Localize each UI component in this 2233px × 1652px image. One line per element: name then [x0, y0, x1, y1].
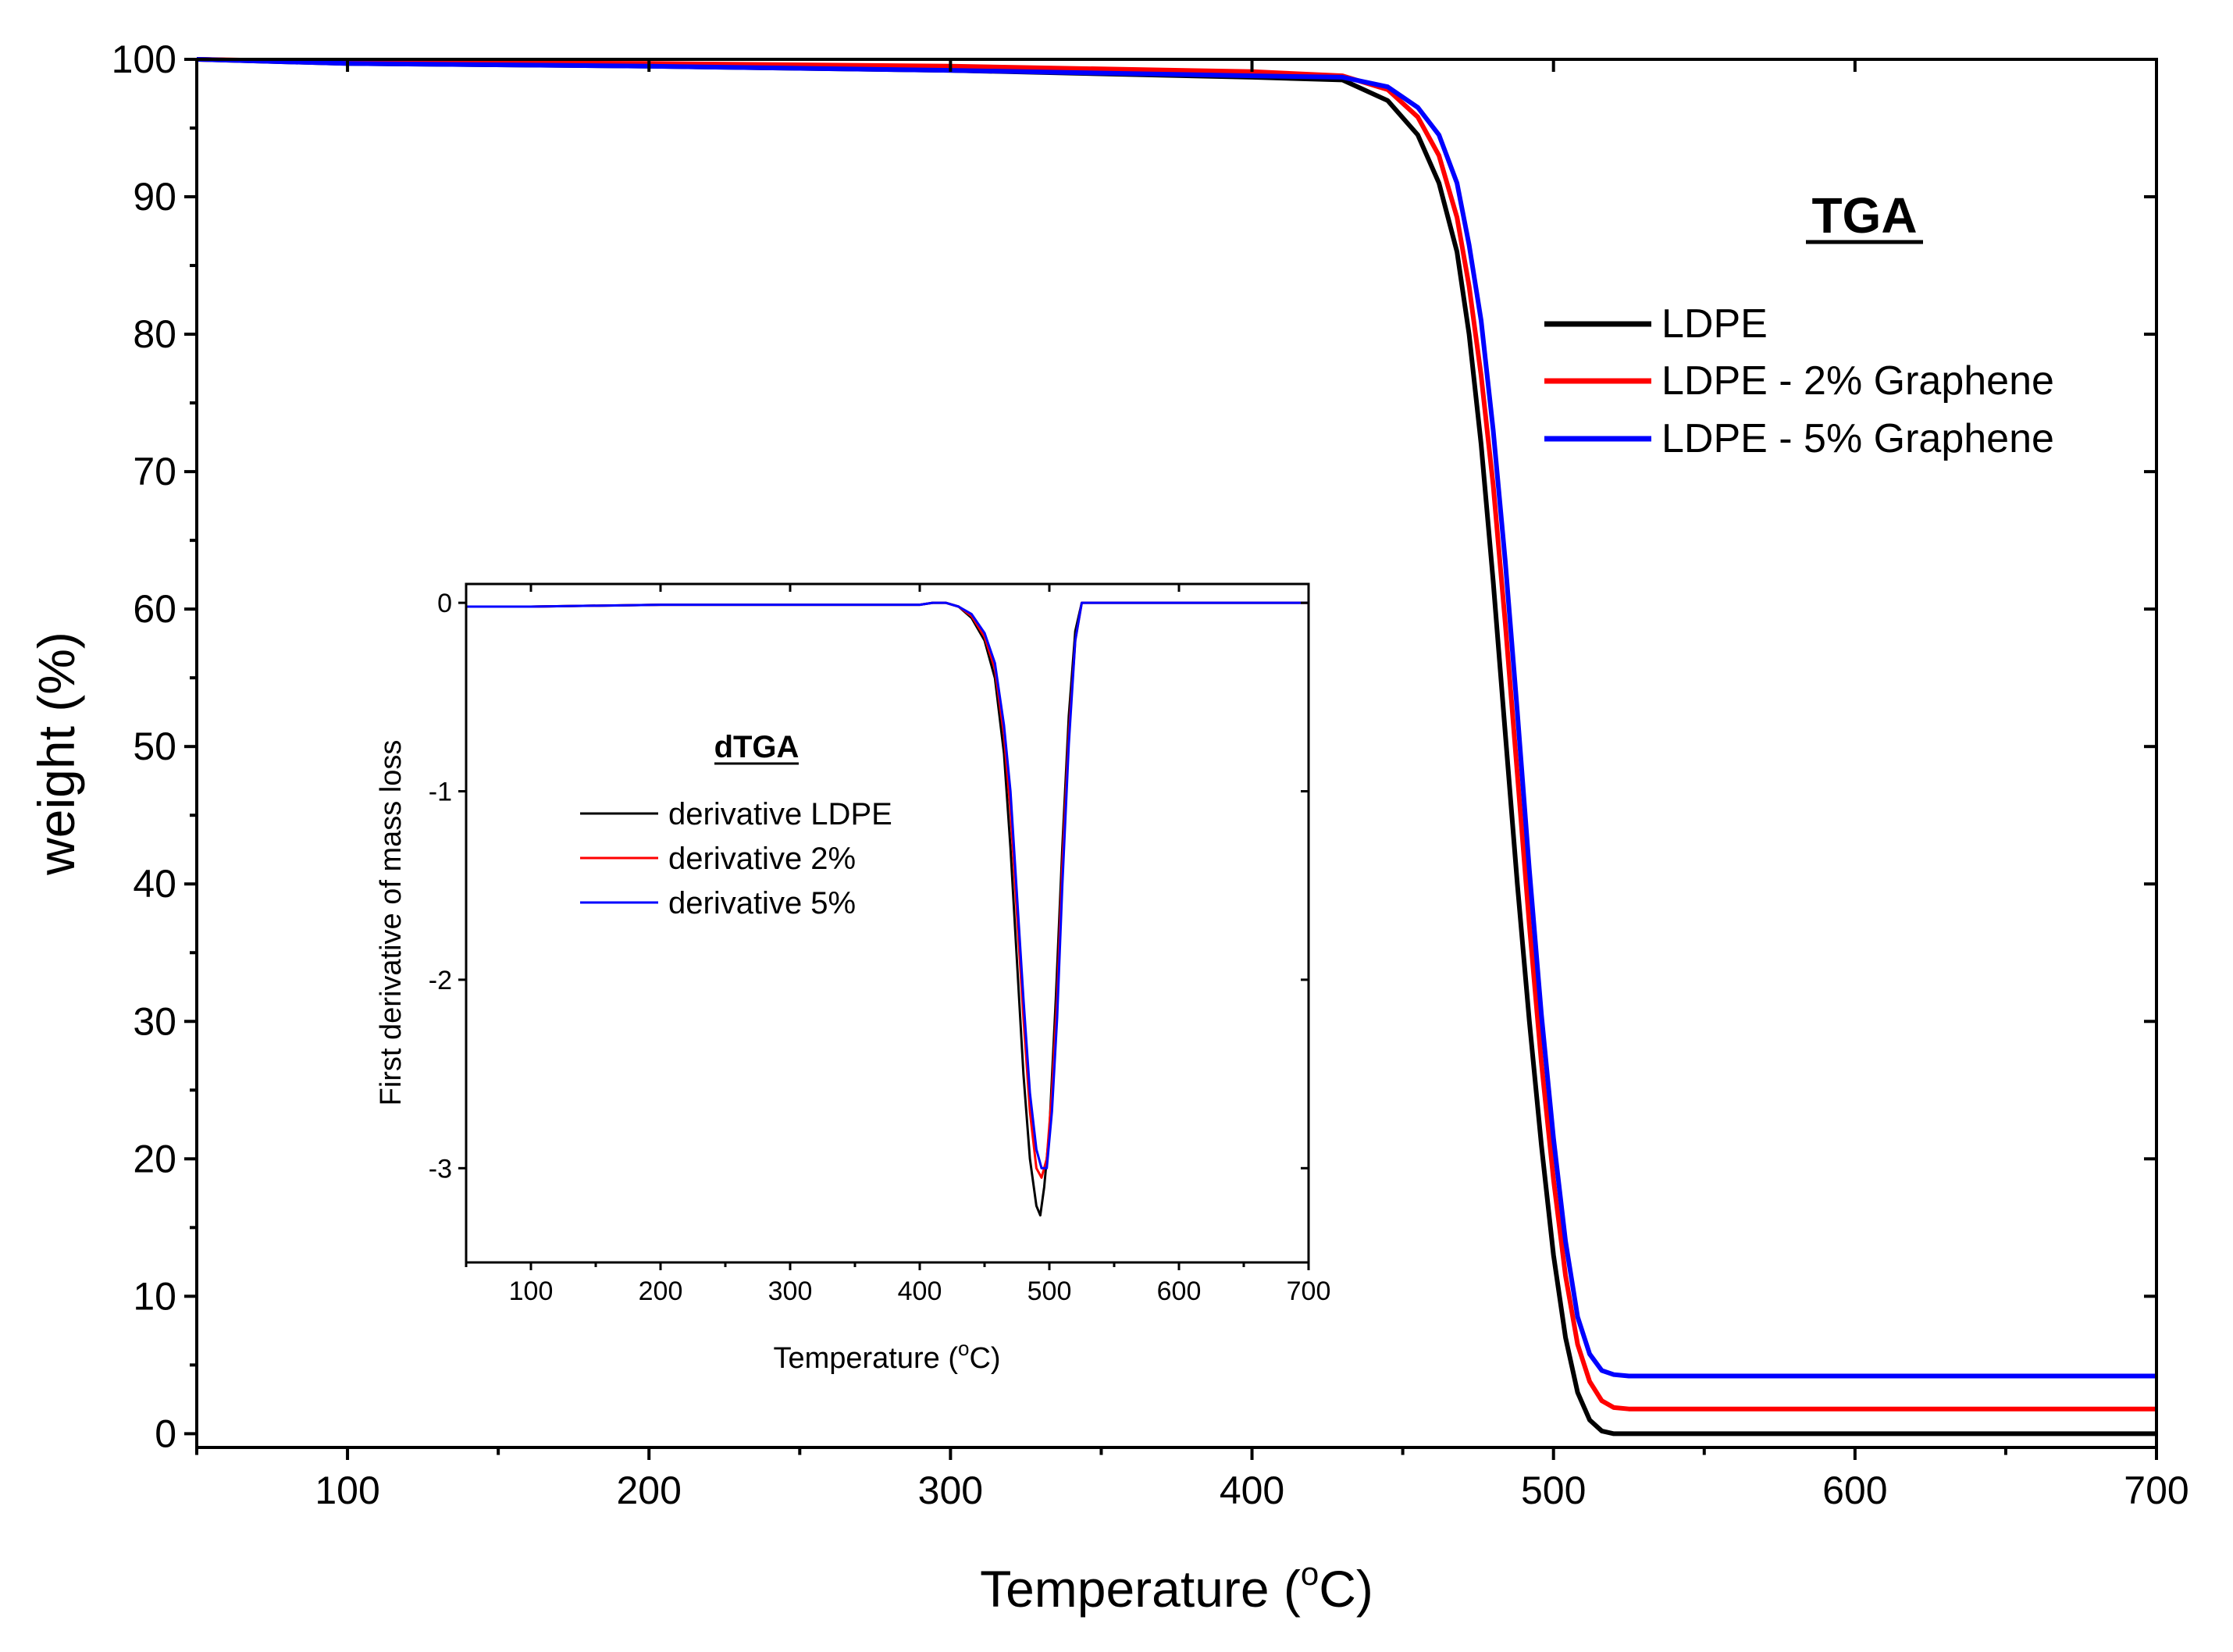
inset-y-tick-label: -3	[429, 1154, 452, 1184]
inset-legend: derivative LDPE derivative 2% derivative…	[580, 797, 892, 920]
main-series-line-2	[196, 57, 2156, 1379]
main-y-ticks: 0 10 20 30 40 50 60 70 80 90 100	[112, 37, 2156, 1455]
main-x-tick-label: 100	[315, 1469, 379, 1512]
main-series-line-1	[196, 57, 2156, 1412]
main-y-tick-label: 60	[133, 587, 176, 631]
main-x-tick-label: 500	[1521, 1469, 1586, 1512]
legend-label-ldpe-5: LDPE - 5% Graphene	[1661, 416, 2054, 461]
main-x-tick-label: 300	[918, 1469, 983, 1512]
inset-y-ticks: 0 -1 -2 -3	[429, 589, 1309, 1184]
main-y-tick-label: 100	[112, 37, 176, 81]
inset-y-tick-label: -2	[429, 966, 452, 995]
inset-x-tick-label: 100	[509, 1276, 554, 1306]
main-y-tick-label: 0	[155, 1412, 176, 1455]
main-y-tick-label: 70	[133, 450, 176, 493]
main-x-axis-title: Temperature (oC)	[980, 1555, 1373, 1618]
main-y-tick-label: 80	[133, 312, 176, 356]
inset-x-tick-label: 700	[1287, 1276, 1331, 1306]
inset-legend-label-2: derivative 2%	[668, 842, 856, 876]
main-plot-frame	[195, 58, 2158, 1449]
dtga-title: dTGA	[714, 730, 800, 764]
main-x-ticks: 100 200 300 400 500 600 700	[195, 59, 2189, 1512]
inset-y-axis-title: First derivative of mass loss	[375, 740, 408, 1106]
main-y-tick-label: 90	[133, 175, 176, 219]
inset-background	[466, 584, 1309, 1262]
main-y-tick-label: 10	[133, 1274, 176, 1318]
inset-x-tick-label: 600	[1157, 1276, 1202, 1306]
legend-label-ldpe-2: LDPE - 2% Graphene	[1661, 358, 2054, 404]
tga-main-chart: 100 200 300 400 500 600 700 0 10 20 30 40 50 60 70 80 9…	[27, 37, 2189, 1618]
main-legend: LDPE LDPE - 2% Graphene LDPE - 5% Graphe…	[1544, 301, 2054, 461]
main-y-tick-label: 40	[133, 862, 176, 906]
inset-x-tick-label: 400	[898, 1276, 942, 1306]
main-y-tick-label: 20	[133, 1137, 176, 1180]
inset-x-tick-label: 200	[639, 1276, 683, 1306]
main-y-tick-label: 30	[133, 999, 176, 1043]
inset-x-tick-label: 500	[1027, 1276, 1072, 1306]
legend-label-ldpe: LDPE	[1661, 301, 1768, 347]
inset-plot-frame	[465, 582, 1310, 1264]
main-x-tick-label: 600	[1822, 1469, 1887, 1512]
main-y-tick-label: 50	[133, 725, 176, 768]
tga-title: TGA	[1811, 187, 1917, 244]
main-y-axis-title: weight (%)	[27, 632, 85, 876]
inset-series-group	[466, 601, 1309, 1217]
dtga-inset-chart: 100 200 300 400 500 600 700 0 -1 -2 -3 Temperatur…	[375, 582, 1331, 1375]
inset-x-axis-title: Temperature (oC)	[773, 1337, 1000, 1375]
inset-x-tick-label: 300	[768, 1276, 813, 1306]
main-x-tick-label: 200	[617, 1469, 682, 1512]
inset-y-tick-label: -1	[429, 778, 452, 807]
main-x-tick-label: 700	[2124, 1469, 2188, 1512]
inset-series-line-2	[466, 601, 1309, 1170]
inset-x-ticks: 100 200 300 400 500 600 700	[465, 584, 1331, 1306]
inset-y-tick-label: 0	[437, 589, 452, 618]
inset-legend-label-ldpe: derivative LDPE	[668, 797, 892, 831]
main-x-tick-label: 400	[1220, 1469, 1284, 1512]
inset-legend-label-5: derivative 5%	[668, 886, 856, 920]
main-series-group	[196, 57, 2156, 1437]
